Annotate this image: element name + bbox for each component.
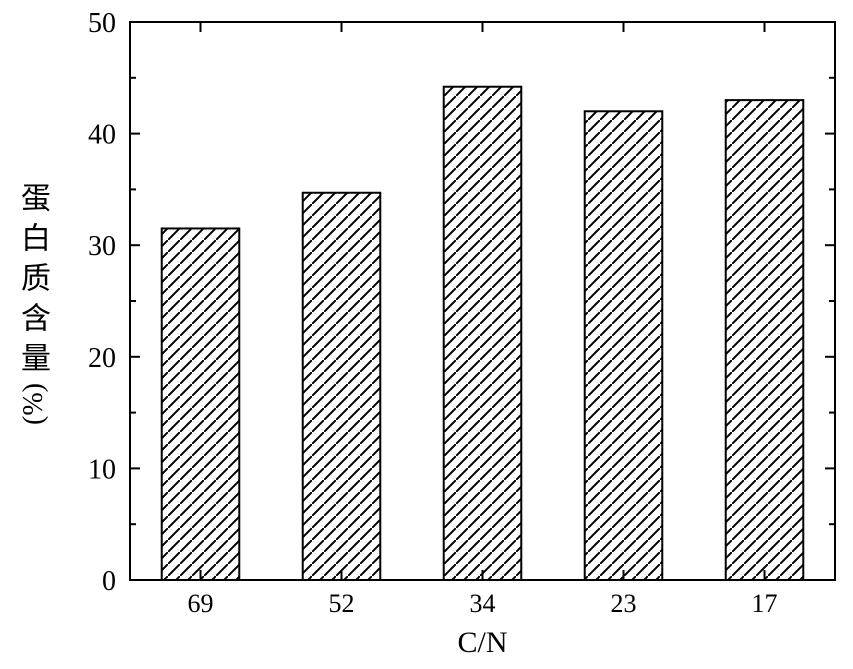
y-axis-title-text: 蛋白质含量	[16, 182, 49, 382]
y-tick-label: 30	[88, 231, 116, 262]
bar	[303, 193, 381, 580]
plot-area: 0 10 20 30 40 50 69 52 34 23 17 C/N	[88, 8, 835, 659]
y-tick-label: 10	[88, 454, 116, 485]
x-axis-title: C/N	[457, 626, 507, 659]
chart-svg: 0 10 20 30 40 50 69 52 34 23 17 C/N	[0, 0, 853, 669]
bar	[585, 111, 663, 580]
x-tick-label: 23	[611, 589, 637, 618]
bar	[162, 228, 240, 580]
x-tick-label: 34	[470, 589, 496, 618]
chart-container: 蛋白质含量(%) 0 10 20 30 40 50 69 52 34 23 17 C/N	[0, 0, 853, 669]
y-axis-title: 蛋白质含量(%)	[10, 182, 54, 420]
y-axis-title-unit: (%)	[18, 383, 50, 425]
x-tick-label: 69	[188, 589, 214, 618]
x-tick-label: 52	[329, 589, 355, 618]
y-tick-label: 0	[102, 566, 116, 597]
y-tick-label: 40	[88, 120, 116, 151]
bar	[444, 87, 522, 580]
y-tick-label: 50	[88, 8, 116, 39]
x-tick-label: 17	[752, 589, 778, 618]
bar	[726, 100, 804, 580]
y-tick-label: 20	[88, 343, 116, 374]
